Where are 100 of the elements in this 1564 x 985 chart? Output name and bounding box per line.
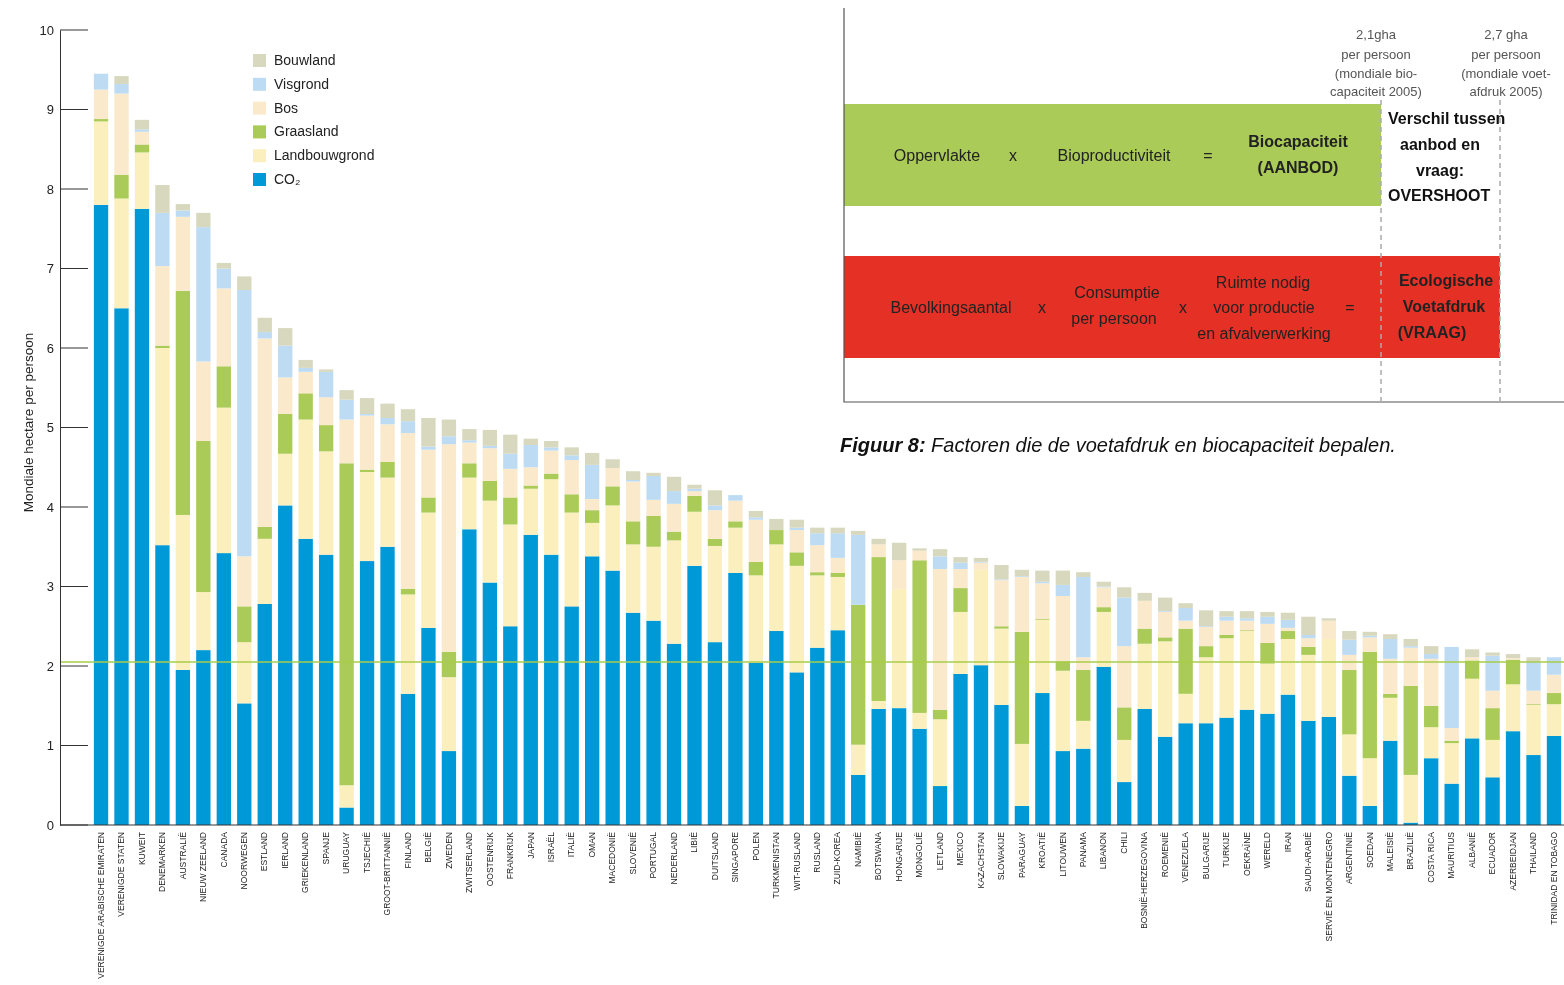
x-tick-label: BOTSWANA <box>873 831 884 881</box>
annotation: (mondiale voet- <box>1461 66 1551 81</box>
x-tick-label: POLEN <box>750 832 761 861</box>
annotation: (VRAAG) <box>1397 324 1467 341</box>
annotation: Consumptie <box>1074 284 1160 301</box>
x-tick-label: SLOVENIË <box>627 831 638 875</box>
annotation: Ruimte nodig <box>1215 274 1311 291</box>
annotation: 2,1gha <box>1356 27 1397 42</box>
x-tick-label: COSTA RICA <box>1425 831 1436 883</box>
legend-label: Bouwland <box>274 52 336 68</box>
annotation: (mondiale bio- <box>1334 66 1418 81</box>
y-tick-label: 10 <box>39 22 54 38</box>
y-tick-label: 5 <box>46 420 54 436</box>
x-tick-label: TRINIDAD EN TOBAGO <box>1548 831 1559 925</box>
x-tick-label: VERENIGDE STATEN <box>116 832 127 917</box>
x-tick-label: BRAZILIË <box>1405 831 1416 870</box>
x-tick-label: VENEZUELA <box>1180 831 1191 883</box>
annotation: 2,7 gha <box>1484 27 1529 42</box>
y-axis-title: Mondiale hectare per persoon <box>21 332 36 513</box>
y-tick-label: 3 <box>46 579 54 595</box>
x-tick-label: SLOWAKIJE <box>996 831 1007 881</box>
x-tick-label: OMAN <box>586 832 597 858</box>
x-tick-label: ISRAËL <box>545 831 556 863</box>
annotation: per persoon <box>1341 47 1411 62</box>
x-tick-label: MONGOLIË <box>914 831 925 878</box>
x-tick-label: DUITSLAND <box>709 832 720 881</box>
x-tick-label: BOSNIË-HERZEGOVINA <box>1139 831 1150 929</box>
x-tick-label: KROATIË <box>1037 831 1048 869</box>
x-tick-label: WERELD <box>1262 832 1273 869</box>
x-tick-label: OOSTENRIJK <box>484 831 495 887</box>
x-tick-label: BELGIË <box>423 831 434 863</box>
x-tick-label: SOEDAN <box>1364 832 1375 868</box>
x-tick-label: ZWITSERLAND <box>464 832 475 893</box>
annotation: afdruk 2005) <box>1469 84 1543 99</box>
x-tick-label: DENEMARKEN <box>157 832 168 892</box>
x-tick-label: ITALIË <box>566 831 577 858</box>
x-tick-label: TURKIJE <box>1221 831 1232 868</box>
legend-label: Landbouwgrond <box>274 147 375 164</box>
annotation: x <box>1179 299 1187 316</box>
annotation: Voetafdruk <box>1402 298 1486 315</box>
x-tick-label: ECUADOR <box>1487 832 1498 875</box>
x-tick-label: AUSTRALIË <box>177 831 188 880</box>
x-tick-label: PANAMA <box>1078 831 1089 868</box>
x-tick-label: ZUID-KOREA <box>832 831 843 885</box>
x-tick-label: KUWEIT <box>136 832 147 866</box>
x-tick-label: RUSLAND <box>811 832 822 873</box>
x-tick-label: TSJECHIË <box>361 831 372 874</box>
x-tick-label: SINGAPORE <box>730 831 741 883</box>
annotation: per persoon <box>1071 310 1157 327</box>
x-tick-label: HONGARIJE <box>893 831 904 882</box>
x-tick-label: URUGUAY <box>341 831 352 874</box>
x-tick-label: OEKRAÏNE <box>1241 831 1252 876</box>
x-tick-label: FINLAND <box>402 832 413 869</box>
x-tick-label: FRANKRIJK <box>505 831 516 880</box>
x-tick-label: ROEMENIË <box>1159 831 1170 878</box>
annotation: = <box>1203 147 1213 164</box>
annotation: en afvalverwerking <box>1197 325 1331 342</box>
annotation: (AANBOD) <box>1257 159 1339 176</box>
y-tick-label: 0 <box>46 817 54 833</box>
x-tick-label: SAUDI-ARABIË <box>1303 831 1314 892</box>
annotation: OVERSHOOT <box>1388 187 1491 204</box>
x-tick-label: NEDERLAND <box>668 832 679 885</box>
legend-label: CO₂ <box>274 171 301 187</box>
x-tick-label: NOORWEGEN <box>239 832 249 890</box>
x-tick-label: SPANJE <box>320 831 331 865</box>
x-tick-label: GRIEKENLAND <box>300 832 311 893</box>
y-tick-label: 7 <box>46 261 54 277</box>
x-tick-label: VERENIGDE ARABISCHE EMIRATEN <box>95 832 106 979</box>
x-tick-label: NIEUW ZEELAND <box>198 832 209 902</box>
annotation: x <box>1038 299 1046 316</box>
annotation: capaciteit 2005) <box>1330 84 1422 99</box>
annotation: aanbod en <box>1399 136 1481 153</box>
annotation: Ecologische <box>1398 272 1494 289</box>
x-tick-label: MALEISIË <box>1384 831 1395 872</box>
x-tick-label: THAILAND <box>1528 832 1539 875</box>
legend-label: Bos <box>274 99 299 116</box>
x-tick-label: NAMIBIË <box>852 831 863 867</box>
annotation: Oppervlakte <box>893 147 981 164</box>
annotation: vraag: <box>1415 162 1465 179</box>
legend-label: Visgrond <box>274 75 330 92</box>
x-tick-label: LIBIË <box>689 831 700 853</box>
x-tick-label: MACEDONIË <box>607 831 618 884</box>
y-tick-label: 1 <box>46 738 54 754</box>
x-tick-label: JAPAN <box>525 832 536 859</box>
annotation: Biocapaciteit <box>1248 133 1349 150</box>
x-tick-label: LIBANON <box>1098 832 1109 870</box>
x-tick-label: ZWEDEN <box>443 832 454 869</box>
x-tick-label: WIT-RUSLAND <box>791 832 802 891</box>
x-tick-label: TURKMENISTAN <box>771 832 782 899</box>
x-tick-label: PORTUGAL <box>648 831 659 879</box>
annotation: Bioproductiviteit <box>1057 147 1172 164</box>
x-tick-label: IRAN <box>1282 832 1293 853</box>
legend-label: Graasland <box>274 123 339 140</box>
annotation: Bevolkingsaantal <box>890 299 1012 316</box>
x-tick-label: ESTLAND <box>259 832 270 872</box>
y-tick-label: 8 <box>46 181 54 197</box>
annotation: x <box>1009 147 1017 164</box>
x-tick-label: LETLAND <box>934 832 945 871</box>
annotation: = <box>1345 299 1355 316</box>
x-tick-label: MEXICO <box>955 831 966 866</box>
